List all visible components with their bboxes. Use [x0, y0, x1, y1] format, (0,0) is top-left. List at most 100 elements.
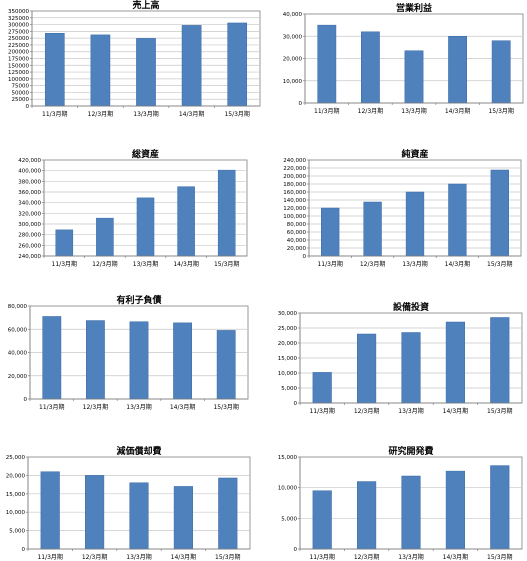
y-tick-label: 5,000: [281, 516, 297, 522]
x-tick-label: 12/3月期: [83, 403, 108, 411]
y-tick-label: 240,000: [18, 254, 41, 260]
bar: [129, 482, 149, 550]
x-tick-label: 12/3月期: [88, 110, 113, 118]
chart-title: 総資産: [132, 148, 159, 160]
y-tick-label: 125000: [8, 70, 29, 76]
x-tick-label: 13/3月期: [133, 110, 158, 118]
x-tick-label: 11/3月期: [37, 553, 62, 561]
y-tick-label: 80,000: [8, 304, 28, 310]
y-tick-label: 300000: [8, 23, 29, 29]
y-tick-label: 80,000: [287, 222, 307, 228]
bar: [217, 169, 236, 257]
chart-title: 有利子負債: [116, 294, 161, 306]
bar: [321, 207, 340, 257]
x-tick-label: 12/3月期: [360, 260, 385, 268]
bar: [177, 186, 195, 257]
bar: [55, 229, 74, 257]
chart-title: 営業利益: [396, 2, 432, 14]
bar: [401, 475, 421, 550]
y-tick-label: 0: [22, 547, 26, 553]
bar: [490, 317, 510, 404]
x-tick-label: 14/3月期: [443, 407, 468, 415]
x-tick-label: 14/3月期: [445, 107, 470, 115]
y-tick-label: 175000: [8, 57, 29, 63]
bar: [357, 481, 377, 550]
y-tick-label: 60,000: [287, 230, 307, 236]
x-tick-label: 13/3月期: [133, 260, 158, 268]
y-tick-label: 325000: [8, 16, 29, 22]
y-tick-label: 50000: [12, 90, 30, 96]
y-tick-label: 340,000: [18, 201, 41, 207]
x-tick-label: 11/3月期: [309, 407, 334, 415]
y-tick-label: 200,000: [283, 174, 306, 180]
x-tick-label: 15/3月期: [487, 407, 512, 415]
y-tick-label: 20,000: [287, 246, 307, 252]
y-tick-label: 40,000: [283, 12, 303, 18]
bar: [42, 316, 62, 400]
y-tick-label: 0: [294, 547, 298, 553]
y-tick-label: 420,000: [18, 158, 41, 164]
bar: [173, 486, 193, 550]
x-tick-label: 14/3月期: [173, 260, 198, 268]
bar: [490, 465, 510, 550]
bar: [85, 475, 105, 550]
y-tick-label: 15,000: [278, 356, 298, 362]
y-tick-label: 120,000: [283, 206, 306, 212]
bar: [448, 183, 467, 257]
x-tick-label: 12/3月期: [82, 553, 107, 561]
y-tick-label: 100,000: [283, 214, 306, 220]
y-tick-label: 10,000: [278, 371, 298, 377]
chart-title: 減価償却費: [116, 445, 161, 457]
y-tick-label: 30,000: [283, 34, 303, 40]
bar: [401, 332, 421, 404]
bar: [312, 372, 332, 404]
x-tick-label: 13/3月期: [398, 553, 423, 561]
y-tick-label: 10,000: [6, 510, 26, 516]
bar-chart-svg: 有利子負債 0 20,000 40,000 60,000 80,000 11/3月期 12/3…: [8, 294, 249, 411]
y-tick-label: 360,000: [18, 190, 41, 196]
bar: [312, 490, 332, 550]
y-tick-label: 380,000: [18, 179, 41, 185]
y-tick-label: 280,000: [18, 233, 41, 239]
y-tick-label: 20,000: [6, 473, 26, 479]
y-tick-label: 300,000: [18, 222, 41, 228]
y-tick-label: 15,000: [278, 455, 298, 461]
x-tick-label: 11/3月期: [309, 553, 334, 561]
bar: [44, 33, 65, 107]
bar-chart-svg: 研究開発費 0 5,000 10,000 15,000 11/3月期 12/3月期 13/3月…: [278, 445, 523, 561]
bar: [357, 333, 377, 404]
chart-title: 設備投資: [393, 301, 429, 313]
x-tick-label: 15/3月期: [224, 110, 249, 118]
y-tick-label: 400,000: [18, 169, 41, 175]
x-tick-label: 13/3月期: [401, 107, 426, 115]
x-tick-label: 14/3月期: [445, 260, 470, 268]
bar: [363, 201, 382, 257]
y-tick-label: 5,000: [281, 386, 297, 392]
bar: [218, 477, 238, 550]
bar-chart-svg: 総資産 240,000 260,000 280,000 300,000 320,000 34…: [18, 148, 248, 268]
x-tick-label: 15/3月期: [215, 553, 240, 561]
x-tick-label: 13/3月期: [398, 407, 423, 415]
y-tick-label: 100000: [8, 77, 29, 83]
chart-6: 設備投資 0 5,000 10,000 15,000 20,000 25,000 30,000…: [265, 295, 527, 415]
y-tick-label: 350000: [8, 9, 29, 15]
bar: [404, 50, 424, 104]
bar: [445, 321, 465, 404]
chart-7: 減価償却費 0 5,000 10,000 15,000 20,000 25,000 11/3月…: [0, 445, 262, 561]
y-tick-label: 250000: [8, 36, 29, 42]
bar: [90, 34, 111, 107]
y-tick-label: 200000: [8, 50, 29, 56]
bar: [129, 321, 149, 400]
bar: [85, 320, 105, 400]
bar: [181, 25, 202, 107]
y-tick-label: 25,000: [6, 455, 26, 461]
y-tick-label: 5,000: [9, 529, 25, 535]
x-tick-label: 13/3月期: [402, 260, 427, 268]
y-tick-label: 0: [24, 397, 28, 403]
bar: [96, 217, 114, 257]
chart-2: 営業利益 0 10,000 20,000 30,000 40,000 11/3月期 12/3月…: [265, 0, 527, 142]
x-tick-label: 14/3月期: [171, 553, 196, 561]
y-tick-label: 225000: [8, 43, 29, 49]
bar: [136, 38, 156, 107]
x-tick-label: 15/3月期: [487, 260, 512, 268]
